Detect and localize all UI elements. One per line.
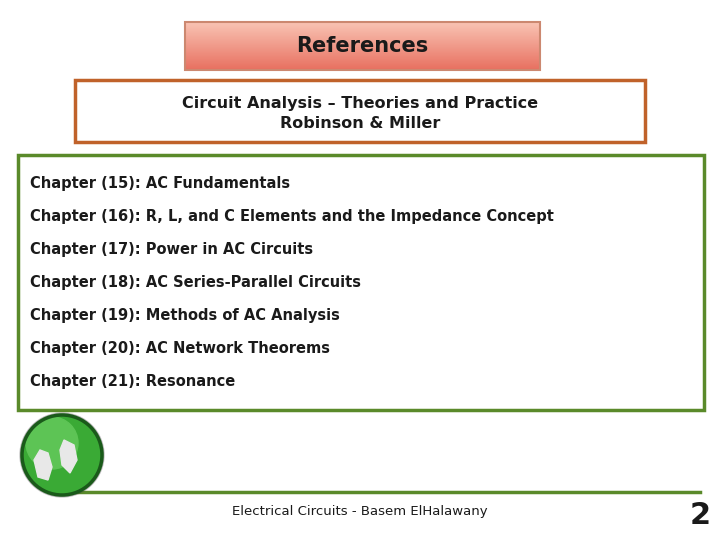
Text: Chapter (15): AC Fundamentals: Chapter (15): AC Fundamentals: [30, 176, 290, 191]
Circle shape: [20, 413, 104, 497]
Text: References: References: [297, 36, 428, 56]
Text: Circuit Analysis – Theories and Practice: Circuit Analysis – Theories and Practice: [182, 96, 538, 111]
Text: Electrical Circuits - Basem ElHalawany: Electrical Circuits - Basem ElHalawany: [232, 505, 488, 518]
Text: Chapter (21): Resonance: Chapter (21): Resonance: [30, 374, 235, 389]
Text: 2: 2: [690, 501, 711, 530]
Text: Robinson & Miller: Robinson & Miller: [280, 116, 440, 131]
Bar: [185, 22, 540, 70]
Polygon shape: [60, 440, 77, 473]
Text: Chapter (17): Power in AC Circuits: Chapter (17): Power in AC Circuits: [30, 242, 313, 257]
Text: Chapter (16): R, L, and C Elements and the Impedance Concept: Chapter (16): R, L, and C Elements and t…: [30, 209, 554, 224]
Circle shape: [22, 415, 102, 495]
Text: Chapter (19): Methods of AC Analysis: Chapter (19): Methods of AC Analysis: [30, 308, 340, 323]
Bar: [18, 155, 704, 410]
Polygon shape: [34, 450, 52, 480]
Bar: [75, 80, 645, 142]
Text: Chapter (20): AC Network Theorems: Chapter (20): AC Network Theorems: [30, 341, 330, 356]
Circle shape: [26, 417, 78, 469]
Text: Chapter (18): AC Series-Parallel Circuits: Chapter (18): AC Series-Parallel Circuit…: [30, 275, 361, 290]
